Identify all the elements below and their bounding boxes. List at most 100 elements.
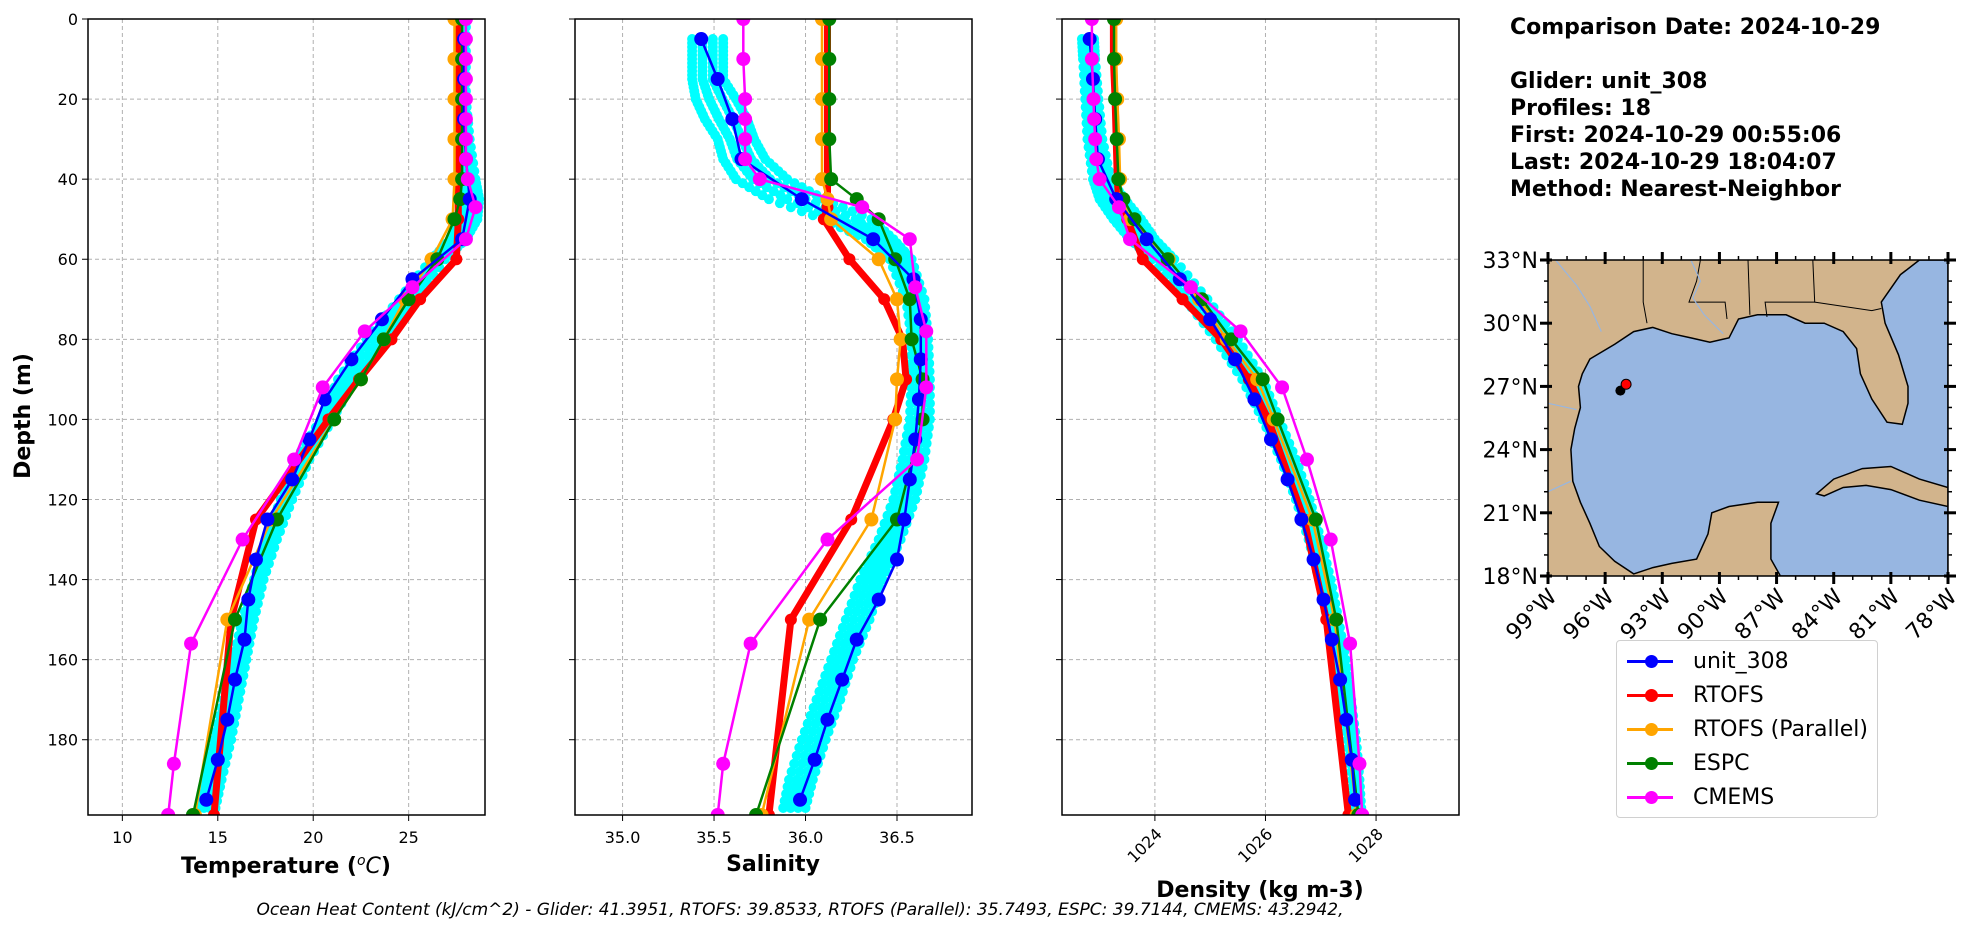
legend-marker-icon	[1625, 680, 1675, 710]
glider-raw-point	[897, 454, 908, 465]
temperature-panel: 10 15 20 25 0 20 40 60 80 100 120 140 160 180	[47, 10, 486, 847]
glider-raw-point	[924, 398, 935, 409]
glider-raw-point	[903, 422, 914, 433]
data-point-glider	[849, 632, 864, 647]
plot-area	[1076, 19, 1370, 815]
legend-item-rtofs-parallel: RTOFS (Parallel)	[1625, 714, 1868, 744]
glider-raw-point	[873, 566, 884, 577]
x-tick-label: 15	[208, 828, 228, 847]
density-axis-label: Density (kg m-3)	[1156, 878, 1364, 903]
river	[1555, 260, 1602, 332]
ocean-heat-content-caption: Ocean Heat Content (kJ/cm^2) - Glider: 4…	[256, 900, 1344, 920]
glider-name: Glider: unit_308	[1510, 69, 1708, 94]
glider-raw-point	[817, 678, 828, 689]
data-point-cmems	[738, 112, 753, 127]
data-point-rtofs-parallel	[893, 332, 908, 347]
x-tick-label: 10	[112, 828, 132, 847]
glider-raw-point	[855, 574, 866, 585]
data-point-glider	[210, 752, 225, 767]
data-point-glider	[285, 472, 300, 487]
glider-raw-point	[890, 486, 901, 497]
glider-raw-point	[845, 622, 856, 633]
lon-tick-label: 87°W	[1730, 584, 1791, 645]
data-point-rtofs	[784, 613, 797, 626]
data-point-espc	[1160, 252, 1175, 267]
data-point-rtofs	[878, 293, 891, 306]
glider-raw-point	[810, 718, 821, 729]
data-point-cmems	[1084, 52, 1099, 67]
y-tick-label: 40	[58, 170, 78, 189]
data-point-espc	[1111, 172, 1126, 187]
glider-raw-point	[247, 622, 258, 633]
data-point-cmems	[738, 152, 753, 167]
glider-raw-point	[867, 582, 878, 593]
glider-raw-point	[1214, 310, 1225, 321]
glider-raw-point	[866, 566, 877, 577]
data-point-cmems	[166, 756, 181, 771]
data-point-cmems	[738, 132, 753, 147]
glider-raw-point	[804, 734, 815, 745]
glider-raw-point	[881, 550, 892, 561]
x-tick-label: 35.5	[696, 828, 732, 847]
data-point-glider	[1316, 592, 1331, 607]
series-line-glider	[700, 38, 923, 801]
glider-raw-point	[823, 726, 834, 737]
glider-raw-point	[870, 574, 881, 585]
glider-raw-point	[266, 550, 277, 561]
data-point-cmems	[235, 532, 250, 547]
data-point-cmems	[1123, 232, 1138, 247]
data-point-cmems	[405, 280, 420, 295]
data-point-glider	[1348, 792, 1363, 807]
data-point-espc	[904, 332, 919, 347]
data-point-cmems	[315, 380, 330, 395]
data-point-cmems	[919, 324, 934, 339]
glider-raw-point	[226, 734, 237, 745]
glider-raw-point	[271, 534, 282, 545]
y-tick-label: 160	[47, 651, 78, 670]
data-point-espc	[227, 612, 242, 627]
glider-raw-point	[837, 622, 848, 633]
data-point-cmems	[458, 112, 473, 127]
glider-raw-point	[834, 630, 845, 641]
data-point-cmems	[1323, 532, 1338, 547]
cuba	[1815, 465, 1948, 508]
glider-raw-point	[807, 210, 818, 221]
series-line-rtofs	[1109, 19, 1352, 815]
data-point-cmems	[1233, 324, 1248, 339]
data-point-cmems	[161, 808, 176, 815]
lat-tick-label: 24°N	[1483, 439, 1538, 464]
data-point-glider	[694, 32, 709, 47]
data-point-cmems	[460, 172, 475, 187]
data-point-glider	[302, 432, 317, 447]
axes-frame	[574, 18, 973, 816]
glider-raw-point	[848, 614, 859, 625]
glider-raw-point	[920, 302, 931, 313]
data-point-cmems	[716, 756, 731, 771]
data-point-cmems	[184, 636, 199, 651]
x-tick-label: 35.0	[605, 828, 641, 847]
glider-raw-point	[888, 534, 899, 545]
gulf-of-mexico-map: 33°N 30°N 27°N 24°N 21°N 18°N99°W96°W93°W90°W…	[1483, 249, 1963, 645]
legend: unit_308 RTOFS RTOFS (Parallel) ESPC CME…	[1616, 640, 1878, 818]
glider-raw-point	[232, 702, 243, 713]
data-point-espc	[1255, 372, 1270, 387]
lon-tick-label: 78°W	[1902, 584, 1963, 645]
gulf-of-mexico	[1570, 260, 1948, 576]
data-point-cmems	[458, 152, 473, 167]
glider-raw-point	[900, 438, 911, 449]
glider-raw-point	[920, 446, 931, 457]
x-tick-label: 36.0	[788, 828, 824, 847]
data-point-cmems	[736, 19, 751, 26]
legend-marker-icon	[1625, 646, 1675, 676]
data-point-glider	[866, 232, 881, 247]
data-point-cmems	[1352, 756, 1367, 771]
data-point-glider	[227, 672, 242, 687]
glider-raw-point	[782, 194, 793, 205]
glider-raw-point	[1175, 262, 1186, 273]
data-point-glider	[889, 552, 904, 567]
glider-raw-point	[825, 678, 836, 689]
legend-marker-icon	[1625, 782, 1675, 812]
glider-raw-point	[233, 694, 244, 705]
data-point-rtofs	[1176, 293, 1189, 306]
